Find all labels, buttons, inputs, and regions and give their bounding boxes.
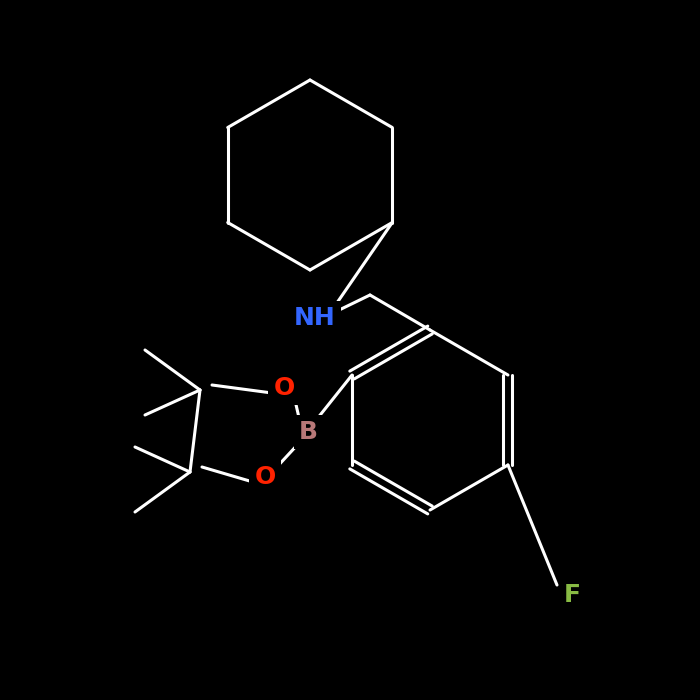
Text: B: B [298, 420, 318, 444]
Text: O: O [274, 376, 295, 400]
Text: NH: NH [294, 306, 336, 330]
Text: O: O [254, 465, 276, 489]
Text: F: F [564, 583, 580, 607]
